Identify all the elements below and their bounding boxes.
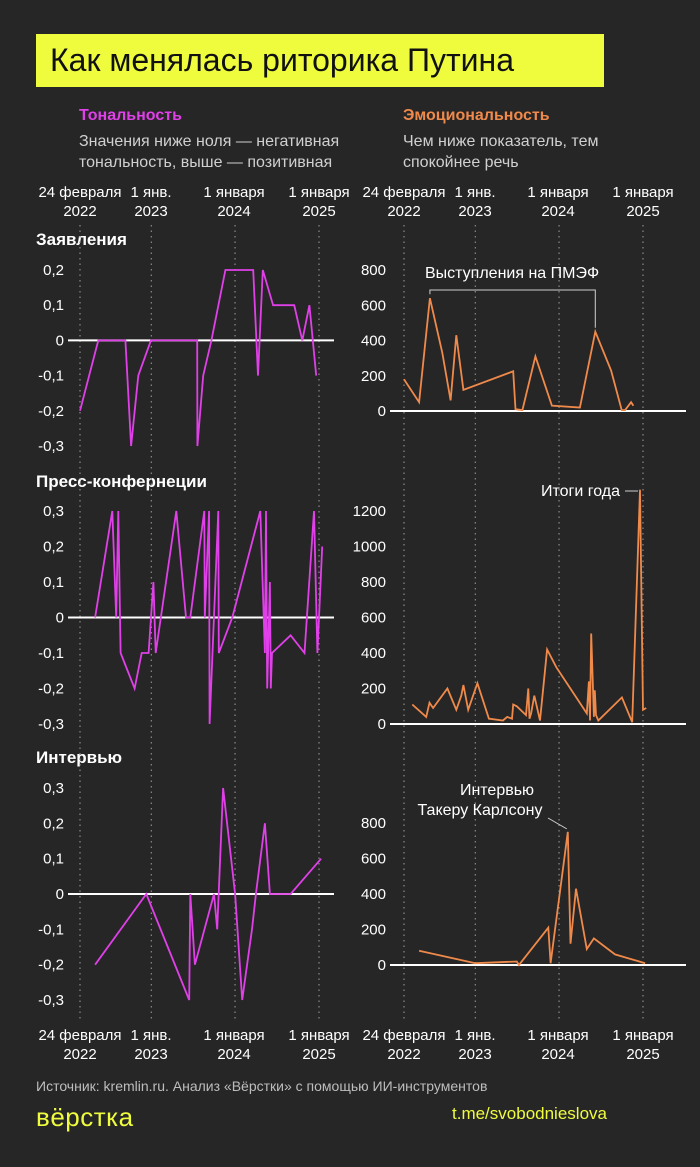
annotation-leader bbox=[429, 289, 596, 328]
y-tick-label: 0,2 bbox=[43, 815, 64, 832]
date-tick: 1 января 2025 bbox=[288, 184, 350, 220]
tone-subtitle: Значения ниже ноля — негативная тонально… bbox=[79, 133, 340, 171]
annotation-leader bbox=[547, 817, 568, 830]
y-tick-label: 400 bbox=[361, 886, 386, 903]
footer-source: Источник: kremlin.ru. Анализ «Вёрстки» с… bbox=[36, 1078, 488, 1094]
channel-link[interactable]: t.me/svobodnieslova bbox=[452, 1104, 607, 1123]
date-tick: 24 февраля 2022 bbox=[38, 1027, 122, 1063]
logo-verstka: вёрстка bbox=[36, 1102, 134, 1132]
date-tick: 1 января 2024 bbox=[527, 1027, 589, 1063]
y-tick-label: -0,2 bbox=[38, 403, 64, 420]
y-tick-label: 600 bbox=[361, 297, 386, 314]
date-tick: 24 февраля 2022 bbox=[362, 1027, 446, 1063]
annotation-text: Такеру Карлсону bbox=[417, 802, 542, 819]
y-tick-label: -0,3 bbox=[38, 438, 64, 455]
y-tick-label: 1000 bbox=[353, 539, 386, 556]
y-tick-label: -0,1 bbox=[38, 921, 64, 938]
y-tick-label: 0 bbox=[56, 886, 64, 903]
date-tick: 1 января 2024 bbox=[527, 184, 589, 220]
date-tick: 1 янв. 2023 bbox=[454, 184, 496, 220]
y-tick-label: 0,1 bbox=[43, 297, 64, 314]
y-tick-label: 600 bbox=[361, 851, 386, 868]
y-tick-label: 0 bbox=[378, 957, 386, 974]
y-tick-label: 1200 bbox=[353, 503, 386, 520]
date-tick: 1 января 2025 bbox=[612, 184, 674, 220]
y-tick-label: 0,1 bbox=[43, 851, 64, 868]
y-tick-label: 600 bbox=[361, 610, 386, 627]
y-tick-label: 0,2 bbox=[43, 539, 64, 556]
y-tick-label: 400 bbox=[361, 645, 386, 662]
y-tick-label: 0,3 bbox=[43, 780, 64, 797]
tone-statements-line bbox=[79, 269, 318, 447]
emotion-heading: Эмоциональность bbox=[403, 107, 550, 124]
y-tick-label: -0,2 bbox=[38, 681, 64, 698]
y-tick-label: 200 bbox=[361, 681, 386, 698]
y-tick-label: -0,1 bbox=[38, 368, 64, 385]
y-tick-label: 800 bbox=[361, 815, 386, 832]
date-tick: 1 января 2024 bbox=[203, 1027, 265, 1063]
y-tick-label: -0,3 bbox=[38, 716, 64, 733]
section-statements: Заявления bbox=[36, 230, 127, 249]
page-title: Как менялась риторика Путина bbox=[36, 34, 604, 87]
y-tick-label: 200 bbox=[361, 368, 386, 385]
y-tick-label: 0,3 bbox=[43, 503, 64, 520]
section-interviews: Интервью bbox=[36, 748, 123, 767]
y-tick-label: 0,2 bbox=[43, 262, 64, 279]
y-tick-label: 800 bbox=[361, 262, 386, 279]
y-tick-label: -0,1 bbox=[38, 645, 64, 662]
tone-heading: Тональность bbox=[79, 107, 182, 124]
emotion-statements-line bbox=[403, 298, 635, 412]
date-tick: 1 января 2025 bbox=[612, 1027, 674, 1063]
annotation-text: Интервью bbox=[460, 782, 534, 799]
emotion-subtitle: Чем ниже показатель, тем спокойнее речь bbox=[403, 133, 599, 171]
y-tick-label: 0 bbox=[378, 403, 386, 420]
y-tick-label: -0,3 bbox=[38, 992, 64, 1009]
date-tick: 1 янв. 2023 bbox=[454, 1027, 496, 1063]
tone-interviews-line bbox=[94, 787, 322, 1001]
y-tick-label: 400 bbox=[361, 333, 386, 350]
date-tick: 1 янв. 2023 bbox=[130, 1027, 172, 1063]
y-tick-label: 0 bbox=[378, 716, 386, 733]
y-tick-label: 0,1 bbox=[43, 574, 64, 591]
y-tick-label: -0,2 bbox=[38, 957, 64, 974]
tone-press-line bbox=[94, 510, 324, 725]
y-tick-label: 0 bbox=[56, 332, 64, 349]
date-tick: 1 января 2024 bbox=[203, 184, 265, 220]
y-tick-label: 800 bbox=[361, 574, 386, 591]
emotion-press-line bbox=[411, 489, 647, 723]
date-tick: 1 янв. 2023 bbox=[130, 184, 172, 220]
section-press: Пресс-конфернеции bbox=[36, 472, 207, 491]
y-tick-label: 0 bbox=[56, 610, 64, 627]
y-tick-label: 200 bbox=[361, 922, 386, 939]
date-tick: 24 февраля 2022 bbox=[362, 184, 446, 220]
annotation-text: Выступления на ПМЭФ bbox=[425, 265, 599, 282]
date-tick: 24 февраля 2022 bbox=[38, 184, 122, 220]
annotation-text: Итоги года bbox=[541, 483, 620, 500]
emotion-interviews-line bbox=[418, 831, 646, 967]
date-tick: 1 января 2025 bbox=[288, 1027, 350, 1063]
